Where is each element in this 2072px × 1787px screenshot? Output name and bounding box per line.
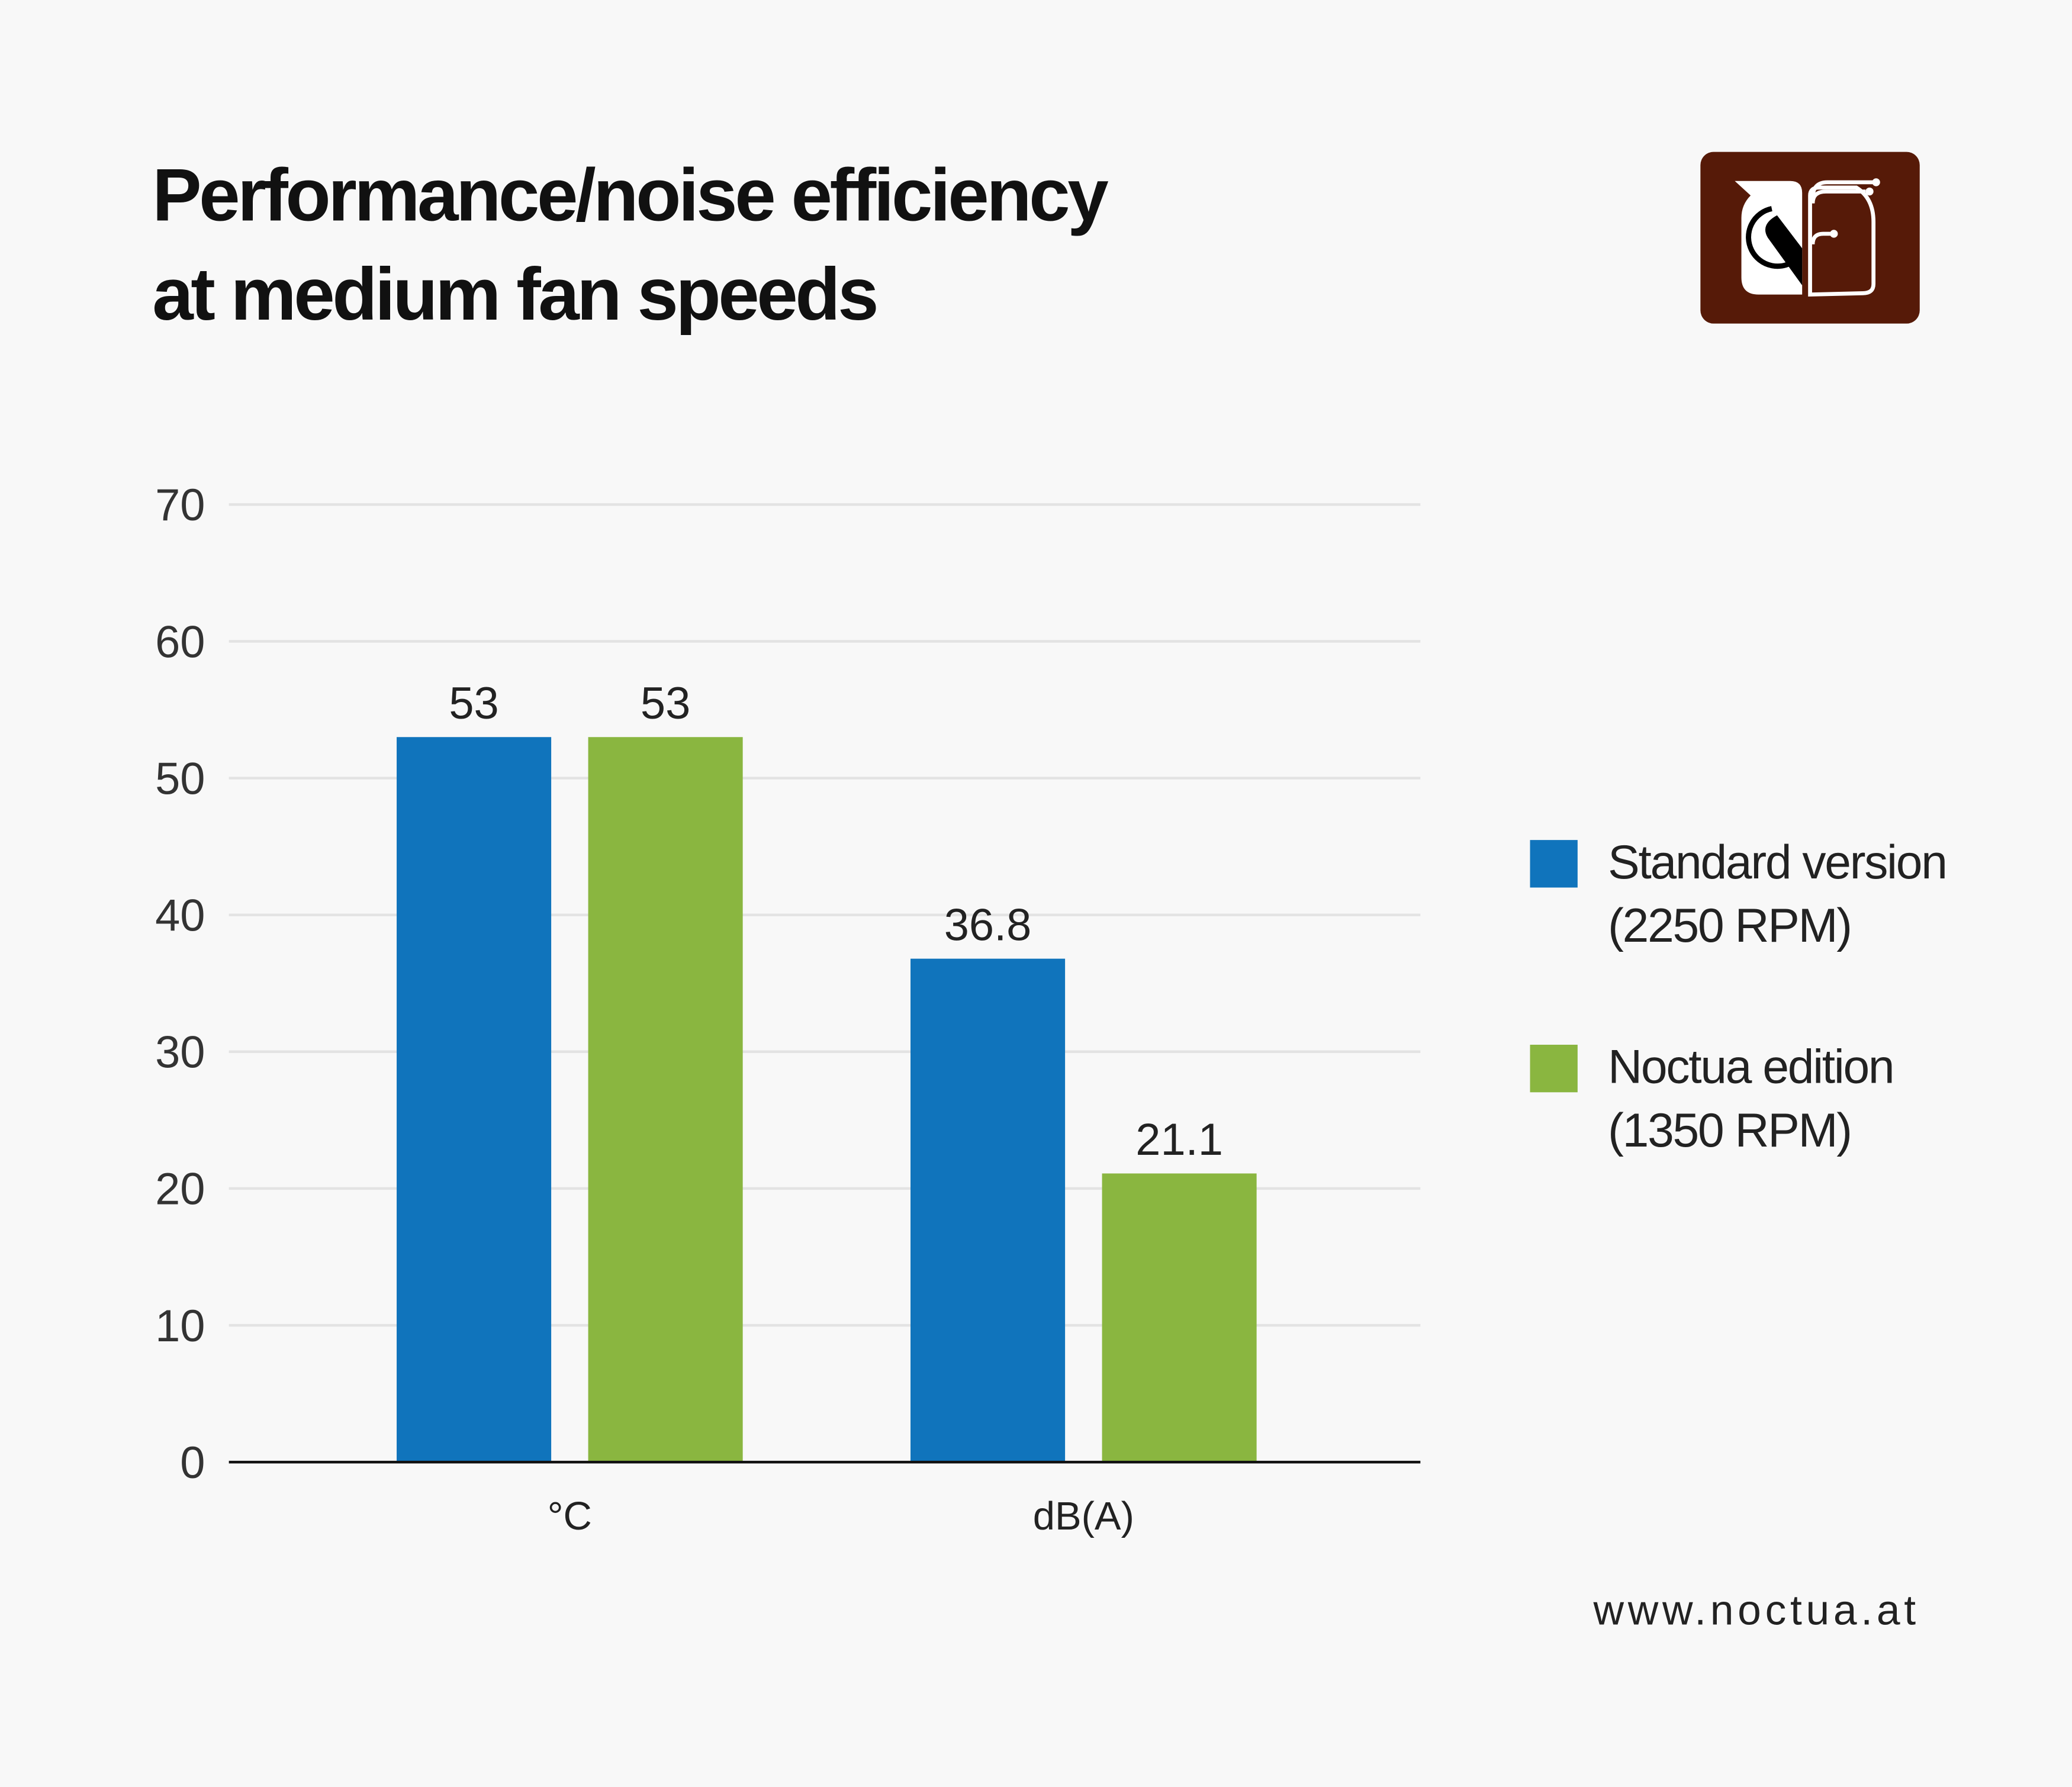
legend-swatch <box>1530 1044 1578 1093</box>
bars: 53 53 36.8 21.1 <box>397 678 1257 1463</box>
noctua-logo <box>1700 152 1920 324</box>
y-tick-label: 70 <box>155 480 205 530</box>
data-label: 53 <box>449 678 498 729</box>
x-category-label: dB(A) <box>1033 1494 1134 1538</box>
legend-label-line1: Standard version <box>1608 836 1946 889</box>
data-label: 36.8 <box>944 900 1032 950</box>
y-tick-label: 60 <box>155 617 205 667</box>
y-tick-label: 20 <box>155 1164 205 1215</box>
y-tick-label: 50 <box>155 754 205 804</box>
website-url: www.noctua.at <box>1592 1587 1919 1634</box>
bar-series0-1 <box>910 958 1066 1463</box>
y-axis-ticks: 0 10 20 30 40 50 60 70 <box>155 480 205 1488</box>
legend-label-line1: Noctua edition <box>1608 1041 1893 1094</box>
y-tick-label: 10 <box>155 1301 205 1351</box>
bar-series1-1 <box>1102 1173 1257 1463</box>
x-category-label: °C <box>548 1494 592 1538</box>
chart-title-line2: at medium fan speeds <box>152 253 876 336</box>
legend-label-line2: (2250 RPM) <box>1608 899 1851 952</box>
data-label: 21.1 <box>1135 1115 1223 1165</box>
legend-swatch <box>1530 840 1578 888</box>
y-tick-label: 0 <box>180 1438 205 1488</box>
x-axis-categories: °C dB(A) <box>548 1494 1134 1538</box>
y-tick-label: 30 <box>155 1028 205 1078</box>
data-label: 53 <box>641 678 690 729</box>
bar-series1-0 <box>588 737 743 1463</box>
legend: Standard version (2250 RPM) Noctua edition… <box>1530 836 1948 1157</box>
chart-title-line1: Performance/noise efficiency <box>152 154 1108 237</box>
legend-label-line2: (1350 RPM) <box>1608 1104 1851 1157</box>
y-tick-label: 40 <box>155 890 205 941</box>
bar-series0-0 <box>397 737 552 1463</box>
